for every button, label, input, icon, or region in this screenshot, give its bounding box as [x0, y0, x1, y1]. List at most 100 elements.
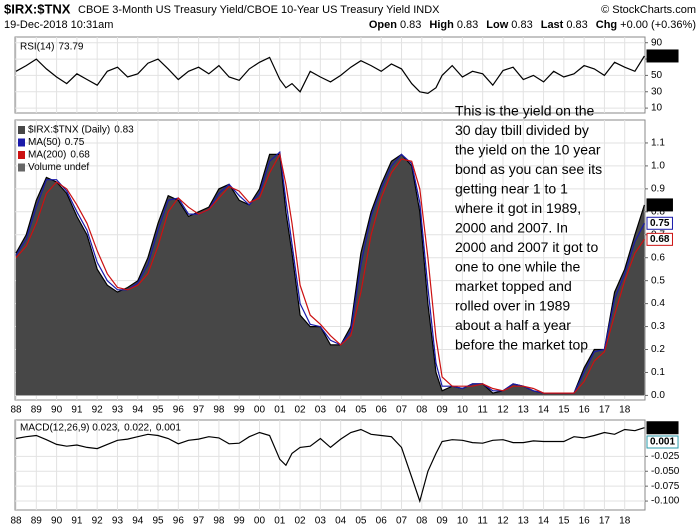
line	[15, 427, 645, 504]
y-tick-label: 1.1	[651, 138, 665, 149]
x-tick-label: 99	[234, 516, 246, 527]
x-tick-label: 90	[51, 516, 63, 527]
quote-value: 0.83	[511, 19, 532, 31]
y-tick-label: -0.050	[651, 466, 680, 477]
line	[15, 55, 645, 95]
x-tick-label: 88	[10, 516, 22, 527]
legend-entry: MACD(12,26,9) 0.023,	[20, 423, 120, 434]
quote: Open 0.83 High 0.83 Low 0.83 Last 0.83 Chg +0.00 …	[369, 19, 696, 31]
annotation: market topped and	[455, 278, 572, 294]
annotation: where it got in 1989,	[454, 200, 581, 216]
quote-label: Open	[369, 19, 397, 31]
x-tick-label: 95	[152, 405, 164, 416]
annotation: 30 day tbill divided by	[455, 122, 589, 138]
annotation: This is the yield on the	[455, 103, 595, 119]
y-tick-label: 10	[651, 103, 663, 114]
y-tick-label: -0.025	[651, 451, 680, 462]
y-tick-label: 90	[651, 37, 663, 48]
x-tick-label: 99	[234, 405, 246, 416]
y-tick-label: 0.2	[651, 344, 665, 355]
x-tick-label: 02	[295, 516, 307, 527]
value-box-box	[646, 421, 679, 435]
x-tick-label: 11	[477, 516, 488, 527]
legend-value: 73.79	[58, 42, 83, 53]
annotation: rolled over in 1989	[455, 298, 570, 314]
legend-value: 0.83	[114, 125, 134, 136]
x-tick-label: 08	[416, 516, 428, 527]
x-tick-label: 14	[538, 405, 550, 416]
x-tick-label: 01	[274, 516, 286, 527]
y-tick-label: 0.1	[651, 367, 665, 378]
y-tick-label: -0.100	[651, 496, 680, 507]
x-tick-label: 92	[92, 405, 104, 416]
legend-name: MA(200)	[28, 150, 66, 161]
value-box: 0.68	[650, 234, 670, 245]
x-tick-label: 15	[558, 516, 570, 527]
x-tick-label: 02	[295, 405, 307, 416]
value-box: 0.023	[650, 422, 675, 433]
x-tick-label: 93	[112, 516, 124, 527]
x-tick-label: 91	[71, 405, 83, 416]
legend-value: 0.68	[70, 150, 90, 161]
legend-name: $IRX:$TNX (Daily)	[28, 125, 110, 136]
line	[15, 150, 645, 394]
panel-frame	[14, 419, 646, 511]
annotation: one to one while the	[455, 259, 581, 275]
y-tick-label: 0.5	[651, 275, 665, 286]
y-tick-label: 0.0	[651, 390, 665, 401]
x-tick-label: 10	[457, 516, 469, 527]
x-tick-label: 17	[599, 405, 611, 416]
quote-label: High	[429, 19, 454, 31]
area	[16, 154, 645, 396]
x-tick-label: 96	[173, 405, 185, 416]
x-tick-label: 17	[599, 516, 611, 527]
x-tick-label: 95	[152, 516, 164, 527]
x-tick-label: 10	[457, 405, 469, 416]
x-tick-label: 98	[213, 405, 225, 416]
value-box: 0.001	[650, 437, 675, 448]
y-tick-label: 0.6	[651, 252, 665, 263]
x-tick-label: 12	[497, 516, 509, 527]
annotation: getting near 1 to 1	[455, 181, 568, 197]
legend-entry: 0.001	[156, 423, 181, 434]
value-box-box	[646, 216, 673, 230]
x-tick-label: 03	[315, 405, 327, 416]
legend-swatch	[18, 126, 25, 134]
quote-value: 0.83	[457, 19, 478, 31]
legend-extra: Volume undef	[28, 162, 89, 173]
x-tick-label: 06	[376, 516, 388, 527]
legend-swatch	[18, 138, 25, 147]
date: 19-Dec-2018 10:31am	[4, 19, 113, 31]
value-box-box	[646, 435, 679, 449]
quote-label: Low	[486, 19, 508, 31]
value-box-box	[646, 198, 673, 212]
x-tick-label: 96	[173, 516, 185, 527]
legend-name: MA(50)	[28, 137, 61, 148]
quote-value: 0.83	[400, 19, 421, 31]
x-tick-label: 89	[31, 516, 43, 527]
x-tick-label: 91	[71, 516, 83, 527]
source: © StockCharts.com	[601, 4, 696, 16]
legend-swatch	[18, 151, 25, 159]
x-tick-label: 03	[315, 516, 327, 527]
x-tick-label: 09	[437, 516, 449, 527]
y-tick-label: 0.3	[651, 321, 665, 332]
annotation: 2000 and 2007. In	[455, 220, 568, 236]
y-tick-label: 50	[651, 70, 663, 81]
x-tick-label: 13	[518, 516, 530, 527]
annotation: the yield on the 10 year	[455, 142, 601, 158]
x-tick-label: 06	[376, 405, 388, 416]
x-tick-label: 90	[51, 405, 63, 416]
annotation: before the market top	[455, 337, 588, 353]
legend-name: RSI(14)	[20, 42, 54, 53]
value-box: 73.79	[650, 51, 675, 62]
legend-value: 0.75	[65, 137, 85, 148]
x-tick-label: 00	[254, 516, 266, 527]
x-tick-label: 13	[518, 405, 530, 416]
quote-label: Last	[541, 19, 564, 31]
x-tick-label: 88	[10, 405, 22, 416]
x-tick-label: 05	[355, 405, 367, 416]
x-tick-label: 14	[538, 516, 550, 527]
y-tick-label: 1.0	[651, 161, 665, 172]
